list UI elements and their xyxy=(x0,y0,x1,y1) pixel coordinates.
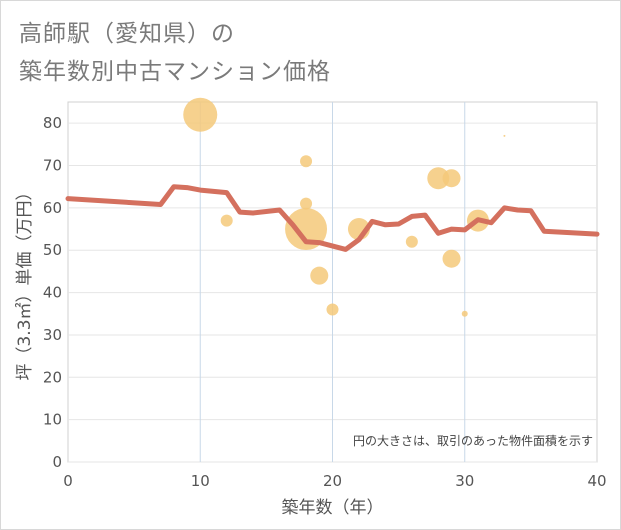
y-tick-label: 0 xyxy=(52,453,62,471)
bubble xyxy=(285,208,328,251)
y-tick-label: 70 xyxy=(43,157,62,175)
bubble xyxy=(310,266,329,285)
grid-lines xyxy=(68,102,597,463)
bubble xyxy=(326,303,339,316)
chart-title: 高師駅（愛知県）の 築年数別中古マンション価格 xyxy=(19,15,331,91)
trend-line xyxy=(65,184,600,252)
bubble xyxy=(503,134,506,137)
x-tick-label: 10 xyxy=(191,472,210,490)
y-tick-label: 50 xyxy=(43,241,62,259)
bubble xyxy=(183,97,218,132)
y-tick-label: 40 xyxy=(43,284,62,302)
x-axis-title: 築年数（年） xyxy=(282,498,384,518)
bubble xyxy=(405,235,418,248)
y-tick-label: 30 xyxy=(43,326,62,344)
y-tick-label: 20 xyxy=(43,368,62,386)
x-tick-label: 40 xyxy=(587,472,606,490)
y-tick-label: 10 xyxy=(43,411,62,429)
y-tick-label: 60 xyxy=(43,199,62,217)
bubble xyxy=(442,249,461,268)
bubble-size-note: 円の大きさは、取引のあった物件面積を示す xyxy=(353,433,593,448)
x-tick-label: 20 xyxy=(323,472,342,490)
x-tick-label: 30 xyxy=(455,472,474,490)
y-tick-label: 80 xyxy=(43,114,62,132)
chart-title-line-2: 築年数別中古マンション価格 xyxy=(19,59,331,85)
y-tick-labels: 0 10 20 30 40 50 60 70 80 xyxy=(43,114,62,471)
bubble xyxy=(300,197,313,210)
bubble xyxy=(300,155,313,168)
x-tick-labels: 0 10 20 30 40 xyxy=(63,472,606,490)
bubble xyxy=(427,167,450,190)
bubble xyxy=(442,169,461,188)
bubble xyxy=(220,214,233,227)
chart-title-line-1: 高師駅（愛知県）の xyxy=(19,21,235,47)
bubble xyxy=(461,310,468,317)
y-axis-title: 坪（3.3㎡）単価（万円） xyxy=(15,183,35,380)
x-tick-label: 0 xyxy=(63,472,73,490)
